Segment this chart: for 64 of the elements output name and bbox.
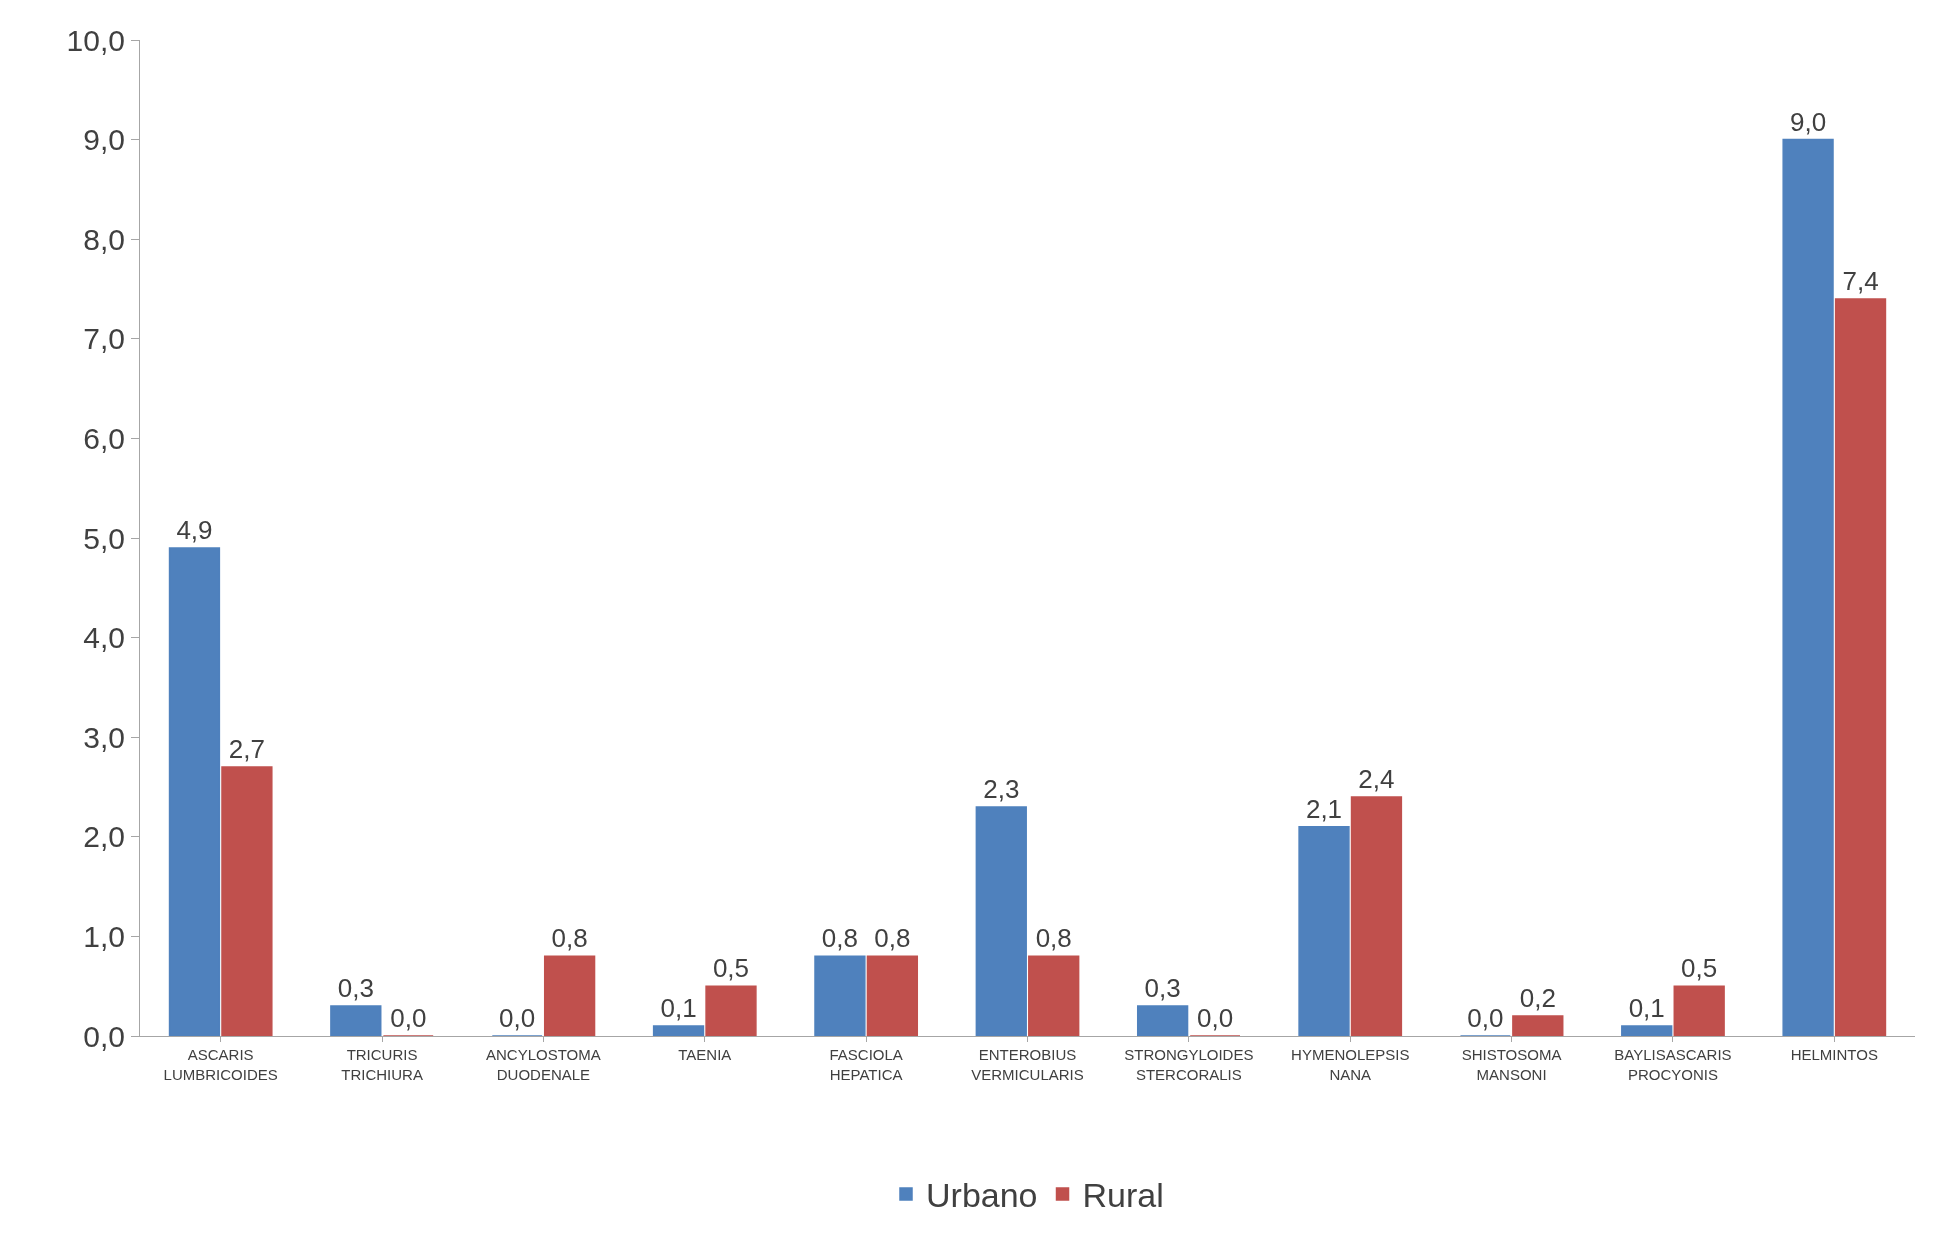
data-label: 4,9 <box>176 514 213 545</box>
x-tick-label: HELMINTOS <box>1790 1046 1878 1063</box>
bar <box>1298 826 1350 1036</box>
x-tick-label: BAYLISASCARIS PROCYONIS <box>1614 1046 1732 1083</box>
data-label: 0,0 <box>1467 1003 1504 1033</box>
bar <box>1834 298 1887 1036</box>
data-label: 0,1 <box>1628 993 1665 1024</box>
y-tick-label: 2,0 <box>83 820 125 854</box>
x-tick-label: ENTEROBIUS VERMICULARIS <box>971 1046 1084 1083</box>
x-tick-label: FASCIOLA HEPATICA <box>829 1046 903 1083</box>
x-tick-label: STRONGYLOIDES STERCORALIS <box>1124 1046 1254 1083</box>
data-label: 0,8 <box>1035 923 1072 954</box>
bar <box>221 766 273 1036</box>
y-tick-label: 9,0 <box>83 123 125 157</box>
x-tick-label: ANCYLOSTOMA DUODENALE <box>486 1046 601 1083</box>
data-label: 0,8 <box>821 923 858 954</box>
data-label: 2,1 <box>1305 793 1343 824</box>
y-tick-label: 1,0 <box>83 919 125 953</box>
data-label: 7,4 <box>1842 265 1879 296</box>
bar <box>1136 1005 1189 1036</box>
y-tick-label: 8,0 <box>83 222 125 256</box>
bar <box>1512 1015 1564 1036</box>
y-tick-label: 7,0 <box>83 322 125 356</box>
data-label: 0,0 <box>1197 1003 1234 1033</box>
bar <box>330 1005 382 1036</box>
bar <box>1350 796 1403 1036</box>
bar <box>705 985 757 1036</box>
bar <box>1028 955 1080 1036</box>
legend-label: Rural <box>1082 1176 1164 1215</box>
bar <box>975 806 1027 1036</box>
y-tick-label: 4,0 <box>83 621 125 655</box>
data-label: 9,0 <box>1790 106 1827 137</box>
x-tick-label: TAENIA <box>678 1046 732 1063</box>
data-label: 2,3 <box>983 773 1020 804</box>
bar <box>1782 138 1834 1036</box>
x-tick-label: ASCARIS LUMBRICOIDES <box>163 1046 278 1083</box>
data-label: 2,7 <box>228 734 265 765</box>
bar <box>543 955 596 1036</box>
bar <box>814 955 866 1036</box>
data-label: 2,4 <box>1358 763 1395 794</box>
bar <box>1673 985 1725 1036</box>
data-label: 0,1 <box>660 993 697 1024</box>
y-tick-label: 0,0 <box>83 1019 125 1053</box>
bar <box>866 955 919 1036</box>
data-label: 0,0 <box>390 1003 427 1033</box>
x-tick-label: SHISTOSOMA MANSONI <box>1461 1046 1562 1083</box>
y-tick-label: 5,0 <box>83 521 125 555</box>
legend-label: Urbano <box>926 1176 1038 1215</box>
data-label: 0,3 <box>337 973 374 1004</box>
data-label: 0,5 <box>712 953 750 984</box>
data-label: 0,5 <box>1681 953 1718 984</box>
y-tick-label: 3,0 <box>83 720 125 754</box>
bar <box>1621 1025 1673 1036</box>
y-tick-label: 6,0 <box>83 421 125 455</box>
x-tick-label: TRICURIS TRICHIURA <box>341 1046 423 1083</box>
data-label: 0,3 <box>1144 973 1181 1004</box>
data-label: 0,2 <box>1519 983 1556 1014</box>
x-tick-label: HYMENOLEPSIS NANA <box>1291 1046 1410 1083</box>
data-label: 0,8 <box>874 923 911 954</box>
data-label: 0,8 <box>551 923 588 954</box>
bar <box>652 1025 705 1036</box>
y-tick-label: 10,0 <box>66 23 125 57</box>
bar <box>168 547 221 1036</box>
data-label: 0,0 <box>499 1003 536 1033</box>
